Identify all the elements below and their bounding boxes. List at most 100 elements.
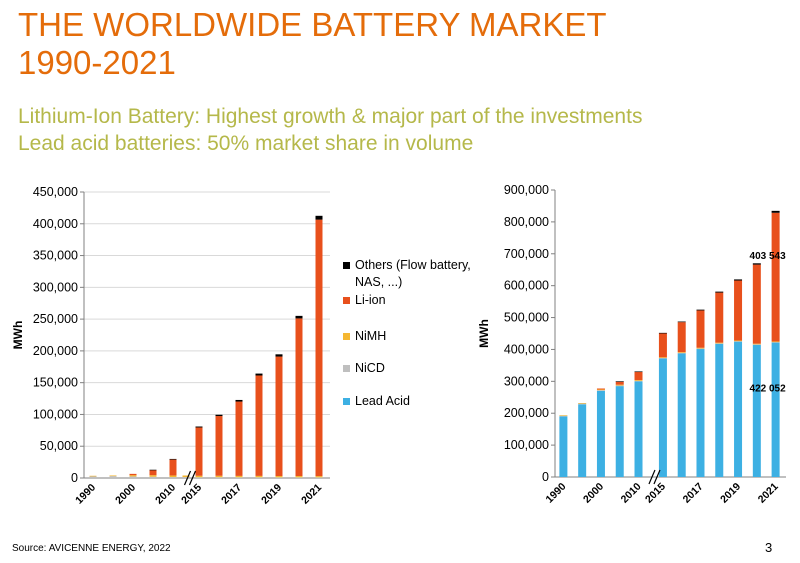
y-tick-label: 800,000 [504, 215, 549, 229]
x-tick-label: 2019 [718, 481, 743, 506]
bar-nimh-2019 [734, 340, 743, 342]
bar-nimh-2020 [752, 343, 761, 345]
y-axis-label: MWh [11, 321, 25, 350]
x-tick-label: 2000 [581, 481, 606, 506]
bar-li_ion-2019 [275, 356, 283, 477]
y-tick-label: 450,000 [33, 185, 78, 199]
legend-label-li_ion: Li-ion [355, 293, 386, 307]
x-tick-label: 2017 [219, 482, 244, 507]
bar-others-2019 [734, 279, 743, 281]
bar-nicd-2019 [734, 341, 743, 342]
bar-lead_acid-2019 [734, 341, 743, 477]
bar-nimh-2005 [149, 475, 157, 477]
x-tick-label: 2010 [153, 482, 178, 507]
bar-nimh-2000 [596, 389, 605, 391]
legend-swatch-lead_acid [343, 398, 350, 405]
bar-li_ion-2018 [255, 375, 263, 476]
bar-nicd-2017 [235, 477, 243, 478]
bar-nicd-2000 [129, 476, 137, 478]
bar-nicd-2020 [752, 344, 761, 345]
y-tick-label: 350,000 [33, 249, 78, 263]
bar-li_ion-2010 [169, 459, 177, 476]
y-tick-label: 0 [542, 470, 549, 484]
bar-others-2021 [771, 210, 780, 213]
bar-nicd-2005 [615, 385, 624, 387]
title-line-2: 1990-2021 [18, 44, 176, 81]
bar-nimh-1995 [578, 403, 587, 404]
chart-2: 0 100,000 200,000 300,000 400,000 500,000 600,… [477, 183, 786, 506]
x-tick-label: 2021 [756, 481, 781, 506]
legend-label-nimh: NiMH [355, 329, 386, 343]
x-tick-label: 2021 [299, 482, 324, 507]
bar-li_ion-2020 [752, 264, 761, 344]
bar-li_ion-2021 [771, 212, 780, 342]
bar-li_ion-2000 [129, 473, 137, 476]
bar-lead_acid-2021 [771, 342, 780, 477]
bar-nimh-1990 [559, 415, 568, 416]
data-label-lead-acid: 422 052 [750, 384, 787, 395]
y-tick-label: 300,000 [504, 374, 549, 388]
bar-others-2019 [275, 354, 283, 357]
y-tick-label: 0 [71, 471, 78, 485]
bar-nicd-1990 [559, 415, 568, 417]
bar-lead_acid-1995 [578, 404, 587, 477]
bar-others-2005 [615, 381, 624, 382]
bar-others-2005 [149, 469, 157, 471]
x-tick-label: 2010 [619, 481, 644, 506]
y-tick-label: 100,000 [33, 407, 78, 421]
bar-nimh-2017 [235, 475, 243, 478]
y-tick-label: 400,000 [504, 342, 549, 356]
y-tick-label: 900,000 [504, 183, 549, 197]
bar-others-2016 [215, 414, 223, 417]
bar-nimh-2020 [295, 476, 303, 478]
legend-swatch-li_ion [343, 297, 350, 304]
y-tick-label: 300,000 [33, 280, 78, 294]
y-tick-label: 50,000 [40, 439, 78, 453]
bar-nicd-2016 [215, 477, 223, 478]
bar-nimh-2017 [696, 347, 705, 349]
bar-nicd-2010 [634, 380, 643, 382]
bar-others-2010 [169, 458, 177, 460]
bar-nimh-2015 [195, 475, 203, 478]
legend-label-lead_acid: Lead Acid [355, 394, 410, 408]
bar-li_ion-2010 [634, 371, 643, 381]
bar-nicd-2016 [677, 352, 686, 354]
bar-others-2020 [295, 315, 303, 319]
axis-break-mark [648, 469, 656, 485]
legend-label-nicd: NiCD [355, 361, 385, 375]
bar-nimh-2010 [634, 380, 643, 381]
bar-others-2015 [658, 332, 667, 334]
bar-lead_acid-2018 [715, 343, 724, 477]
bar-li_ion-2021 [315, 219, 323, 477]
y-axis-label: MWh [477, 319, 491, 348]
bar-nicd-2018 [255, 477, 263, 478]
bar-nimh-2012 [182, 475, 190, 478]
y-tick-label: 200,000 [33, 344, 78, 358]
bar-nimh-2019 [275, 476, 283, 478]
bar-li_ion-2005 [149, 470, 157, 476]
bar-nicd-2017 [696, 348, 705, 350]
legend-swatch-nicd [343, 365, 350, 372]
axis-break-mark [653, 469, 661, 485]
x-tick-label: 2000 [113, 482, 138, 507]
subtitle-lead-acid: Lead acid batteries: 50% market share in… [18, 132, 474, 155]
bar-nicd-2019 [275, 477, 283, 478]
bar-others-2021 [315, 215, 323, 220]
bar-lead_acid-2020 [752, 344, 761, 477]
slide-title: THE WORLDWIDE BATTERY MARKET 1990-2021 [18, 6, 607, 82]
y-tick-label: 150,000 [33, 376, 78, 390]
bar-nimh-2005 [615, 384, 624, 386]
bar-nicd-2018 [715, 343, 724, 344]
bar-nicd-2005 [149, 476, 157, 478]
bar-lead_acid-2000 [596, 390, 605, 477]
bar-others-2016 [677, 321, 686, 323]
x-tick-label: 2019 [259, 482, 284, 507]
legend-swatch-nimh [343, 333, 350, 340]
bar-others-2018 [715, 291, 724, 293]
legend-swatch-others [343, 262, 350, 269]
axis-break-mark [188, 470, 197, 486]
data-label-li-ion: 403 543 [750, 251, 787, 262]
bar-nimh-2018 [255, 475, 263, 478]
bar-nicd-2012 [182, 477, 190, 478]
